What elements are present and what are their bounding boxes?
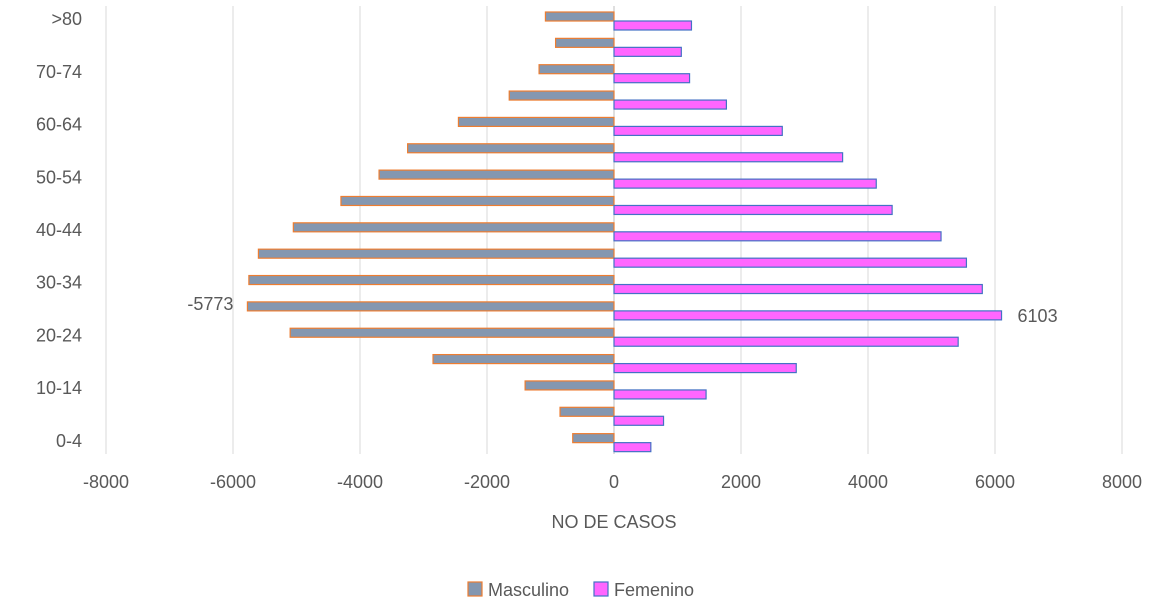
bar-femenino-80 [613,20,693,31]
x-tick-label: 2000 [721,472,761,492]
legend-swatch-femenino [593,581,609,597]
y-tick-label: 20-24 [36,325,82,345]
bar-femenino-10-14 [613,389,707,400]
legend-label-masculino: Masculino [488,580,569,600]
bar-femenino-40-44 [613,231,942,242]
y-tick-label: 50-54 [36,167,82,187]
bar-femenino-0-4 [613,442,652,453]
data-label-femenino: 6103 [1018,306,1058,326]
y-axis-tick-labels: 0-4 10-14 20-24 30-34 40-44 50-54 60-64 70-74 >8… [36,9,82,451]
bar-femenino-50-54 [613,178,877,189]
bar-masculino-50-54 [378,169,615,180]
bar-femenino-65-69 [613,99,727,110]
bars-group [246,11,1003,453]
y-tick-label: 60-64 [36,115,82,135]
bar-masculino-15-19 [432,353,615,365]
bar-masculino-10-14 [524,380,615,391]
bar-masculino-55-59 [407,143,615,154]
x-axis-tick-labels: -8000 -6000 -4000 -2000 0 2000 4000 6000 8000 [83,472,1142,492]
y-tick-label: 30-34 [36,273,82,293]
bar-femenino-55-59 [613,152,844,163]
legend-swatch-masculino [467,581,483,597]
bar-femenino-20-24 [613,336,959,347]
x-tick-label: -2000 [464,472,510,492]
x-tick-label: 4000 [848,472,888,492]
x-tick-label: -8000 [83,472,129,492]
data-label-masculino: -5773 [187,294,233,314]
x-tick-label: -6000 [210,472,256,492]
bar-masculino-60-64 [457,116,615,128]
bar-masculino-20-24 [289,327,615,338]
bar-femenino-30-34 [613,283,983,295]
bar-masculino-0-4 [572,433,615,444]
bar-masculino-75-79 [554,37,615,48]
bar-masculino-25-29 [246,301,615,312]
x-tick-label: 0 [609,472,619,492]
bar-masculino-35-39 [257,248,615,259]
bar-femenino-25-29 [613,310,1003,321]
y-tick-label: 70-74 [36,62,82,82]
bar-masculino-30-34 [248,274,615,286]
bar-femenino-45-49 [613,204,893,216]
bar-femenino-15-19 [613,362,797,374]
bar-masculino-40-44 [292,222,615,233]
bar-femenino-70-74 [613,73,691,84]
y-tick-label: 40-44 [36,220,82,240]
x-axis-title: NO DE CASOS [551,512,676,532]
bar-masculino-70-74 [538,64,615,75]
bar-masculino-5-9 [559,406,615,417]
data-labels: -5773 6103 [187,294,1057,326]
bar-femenino-75-79 [613,46,682,57]
bar-femenino-35-39 [613,257,968,268]
y-tick-label: 0-4 [56,431,82,451]
x-tick-label: -4000 [337,472,383,492]
legend: Masculino Femenino [467,580,694,600]
y-tick-label: 10-14 [36,378,82,398]
x-tick-label: 8000 [1102,472,1142,492]
bar-masculino-65-69 [508,90,615,101]
bar-masculino-80 [544,11,615,22]
legend-label-femenino: Femenino [614,580,694,600]
bar-femenino-60-64 [613,125,783,137]
bar-femenino-5-9 [613,415,665,426]
y-tick-label: >80 [51,9,82,29]
x-tick-label: 6000 [975,472,1015,492]
bar-masculino-45-49 [340,195,615,207]
